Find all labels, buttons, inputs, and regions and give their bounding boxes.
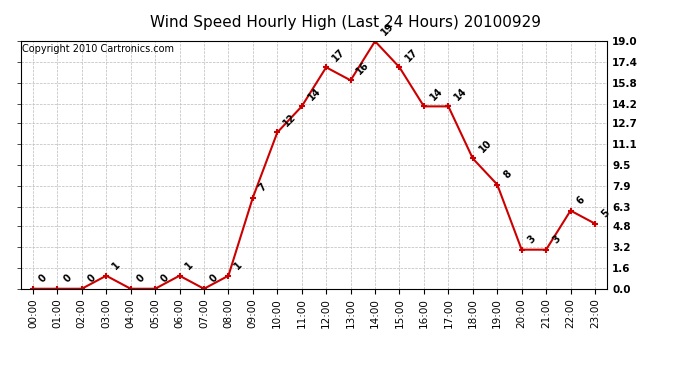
Text: 14: 14: [453, 86, 469, 102]
Text: 7: 7: [257, 182, 269, 194]
Text: 10: 10: [477, 138, 493, 154]
Text: 14: 14: [306, 86, 322, 102]
Text: 0: 0: [159, 273, 171, 285]
Text: 6: 6: [575, 195, 586, 206]
Text: 16: 16: [355, 60, 371, 76]
Text: 3: 3: [550, 234, 562, 246]
Text: 19: 19: [380, 21, 396, 37]
Text: 17: 17: [331, 46, 347, 63]
Text: 0: 0: [208, 273, 220, 285]
Text: 17: 17: [404, 46, 420, 63]
Text: 12: 12: [282, 112, 298, 128]
Text: 0: 0: [61, 273, 73, 285]
Text: Wind Speed Hourly High (Last 24 Hours) 20100929: Wind Speed Hourly High (Last 24 Hours) 2…: [150, 15, 540, 30]
Text: 0: 0: [86, 273, 98, 285]
Text: 0: 0: [135, 273, 147, 285]
Text: 8: 8: [502, 168, 513, 180]
Text: 1: 1: [184, 260, 195, 272]
Text: 1: 1: [233, 260, 244, 272]
Text: 0: 0: [37, 273, 49, 285]
Text: 5: 5: [599, 208, 611, 219]
Text: 14: 14: [428, 86, 444, 102]
Text: 3: 3: [526, 234, 538, 246]
Text: Copyright 2010 Cartronics.com: Copyright 2010 Cartronics.com: [22, 44, 174, 54]
Text: 1: 1: [110, 260, 122, 272]
